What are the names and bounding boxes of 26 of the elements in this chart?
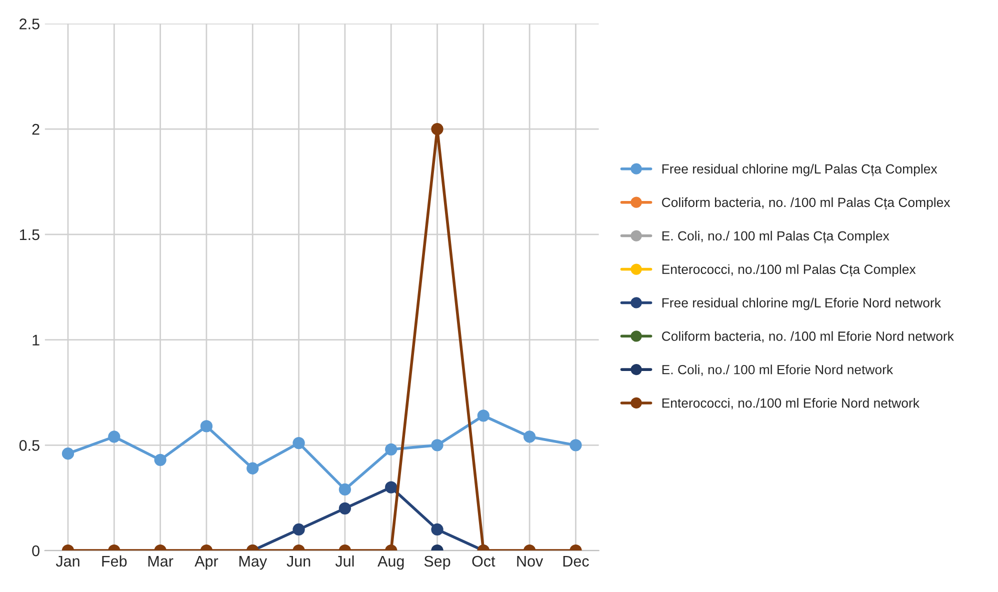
y-tick-label: 2 — [32, 124, 40, 135]
legend-label: Enterococci, no./100 ml Eforie Nord network — [662, 398, 920, 410]
y-tick-label: 1.5 — [20, 229, 40, 240]
y-tick-label: 0.5 — [19, 440, 40, 451]
legend-label: Enterococci, no./100 ml Palas Cța Complex — [662, 264, 916, 277]
x-tick-label: Oct — [472, 556, 496, 567]
x-tick-label: Feb — [102, 555, 127, 567]
x-tick-label: Jan — [56, 556, 80, 567]
x-tick-label: Sep — [424, 556, 450, 570]
legend-label: Free residual chlorine mg/L Eforie Nord network — [662, 298, 941, 310]
x-tick-label: Apr — [194, 556, 218, 570]
legend-label: Coliform bacteria, no. /100 ml Eforie Nord network — [662, 331, 954, 342]
y-tick-label: 2.5 — [20, 18, 40, 30]
x-tick-label: May — [239, 556, 268, 570]
x-tick-label: Jun — [286, 556, 310, 567]
legend-label: Free residual chlorine mg/L Palas Cța Complex — [662, 164, 938, 176]
legend-label: E. Coli, no./ 100 ml Eforie Nord network — [662, 364, 894, 376]
x-tick-label: Nov — [517, 556, 544, 567]
legend-label: Coliform bacteria, no. /100 ml Palas Cța Complex — [662, 197, 950, 210]
x-tick-label: Dec — [563, 556, 589, 567]
x-tick-label: Aug — [378, 556, 404, 570]
legend-label: E. Coli, no./ 100 ml Palas Cța Complex — [662, 230, 890, 244]
x-tick-label: Mar — [148, 556, 174, 567]
y-tick-label: 1 — [32, 334, 40, 346]
y-tick-label: 0 — [32, 545, 40, 556]
x-tick-label: Jul — [335, 555, 354, 567]
